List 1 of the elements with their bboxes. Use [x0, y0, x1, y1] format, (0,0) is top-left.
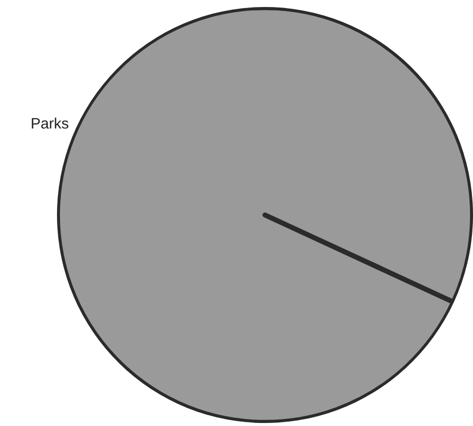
slice-label: Parks	[30, 116, 69, 133]
